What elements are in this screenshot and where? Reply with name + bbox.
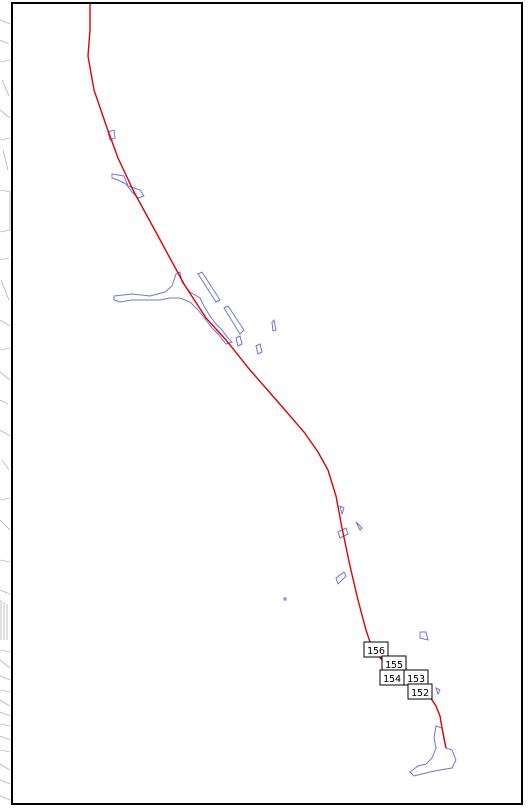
water-feature [409,725,457,777]
water-feature [337,527,349,539]
station-label-153[interactable]: 153 [403,669,429,686]
water-feature [107,129,116,141]
svg-text:153: 153 [407,674,425,685]
station-label-155[interactable]: 155 [381,655,407,672]
svg-text:156: 156 [367,646,385,657]
water-feature [271,318,277,332]
water-feature [235,335,243,347]
route-alignment-line[interactable] [87,4,447,749]
water-feature [113,271,233,345]
water-feature [419,631,429,641]
water-feature [223,305,245,335]
station-label-154[interactable]: 154 [379,669,405,686]
svg-text:154: 154 [383,674,401,685]
adjacent-sheet-streets [0,19,11,801]
water-feature [283,597,287,601]
water-feature [197,271,221,303]
station-label-156[interactable]: 156 [363,641,389,658]
map-frame [11,2,523,805]
water-feature [435,687,441,696]
svg-text:155: 155 [385,660,403,671]
water-feature [355,521,363,531]
station-label-152[interactable]: 152 [407,683,433,700]
water-feature [111,173,145,199]
water-feature [335,571,347,585]
svg-text:152: 152 [411,688,429,699]
water-feature [255,343,263,355]
water-feature [339,505,345,516]
